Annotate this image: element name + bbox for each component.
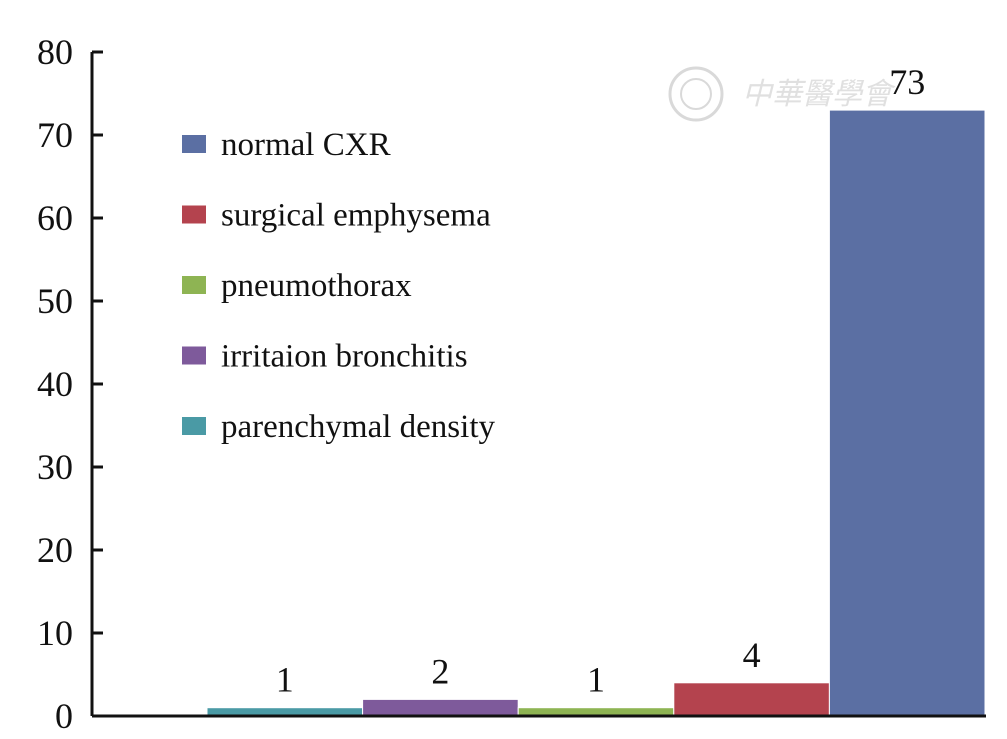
data-label-normal-cxr: 73 xyxy=(889,62,925,102)
legend-label-irritaion-bronchitis: irritaion bronchitis xyxy=(221,339,468,375)
y-tick-label: 70 xyxy=(37,115,73,155)
data-label-parenchymal-density: 1 xyxy=(276,660,294,700)
legend-label-surgical-emphysema: surgical emphysema xyxy=(221,198,491,234)
bar-surgical-emphysema xyxy=(673,682,830,717)
data-label-pneumothorax: 1 xyxy=(587,660,605,700)
y-tick-label: 50 xyxy=(37,281,73,321)
watermark-text: 中華醫學會 xyxy=(742,77,896,112)
y-tick-label: 0 xyxy=(55,696,73,736)
chart-legend: normal CXR surgical emphysema pneumothorax… xyxy=(182,127,495,445)
legend-swatch-normal-cxr xyxy=(182,135,206,153)
y-tick-label: 60 xyxy=(37,198,73,238)
data-label-surgical-emphysema: 4 xyxy=(743,635,761,675)
legend-label-parenchymal-density: parenchymal density xyxy=(221,409,495,445)
watermark-logo: 中華醫學會 xyxy=(668,66,896,122)
legend-swatch-irritaion-bronchitis xyxy=(182,346,206,365)
y-tick-label: 20 xyxy=(37,530,73,570)
data-label-irritaion-bronchitis: 2 xyxy=(431,651,449,691)
legend-swatch-pneumothorax xyxy=(182,276,206,294)
bar-normal-cxr xyxy=(828,109,986,717)
y-tick-label: 10 xyxy=(37,613,73,653)
y-tick-label: 80 xyxy=(37,32,73,72)
y-tick-label: 40 xyxy=(37,364,73,404)
legend-swatch-parenchymal-density xyxy=(182,417,206,435)
bar-irritaion-bronchitis xyxy=(362,698,519,717)
legend-label-normal-cxr: normal CXR xyxy=(221,127,391,163)
legend-swatch-surgical-emphysema xyxy=(182,205,206,224)
legend-label-pneumothorax: pneumothorax xyxy=(221,268,412,304)
y-tick-label: 30 xyxy=(37,447,73,487)
